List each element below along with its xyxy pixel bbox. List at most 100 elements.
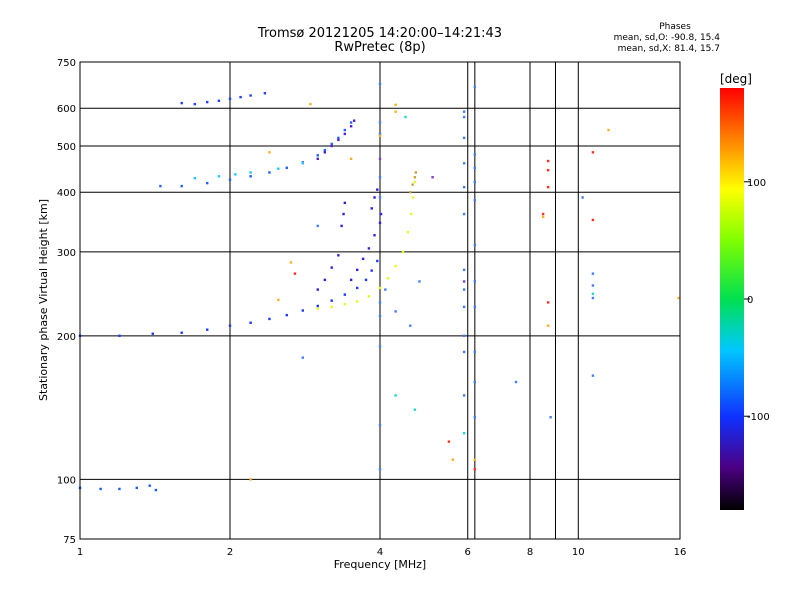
data-point xyxy=(514,380,518,384)
data-point xyxy=(249,94,252,97)
data-point xyxy=(323,278,327,282)
data-point xyxy=(541,215,545,219)
data-point xyxy=(268,317,271,321)
data-point xyxy=(394,103,397,107)
data-point xyxy=(379,212,383,216)
y-tick-label: 75 xyxy=(63,535,76,546)
plot-frame xyxy=(79,61,681,540)
data-point xyxy=(546,185,550,189)
data-point xyxy=(411,183,414,186)
y-tick-label: 100 xyxy=(57,475,76,486)
data-point xyxy=(355,286,359,290)
data-point xyxy=(378,196,382,199)
data-point xyxy=(591,292,595,295)
data-point xyxy=(462,280,466,283)
data-point xyxy=(473,416,477,419)
data-point xyxy=(473,198,477,202)
data-point xyxy=(546,301,550,304)
x-tick-label: 16 xyxy=(674,547,687,558)
y-tick-label: 300 xyxy=(57,248,76,259)
data-point xyxy=(239,95,242,99)
data-point xyxy=(409,212,413,216)
data-point xyxy=(234,173,237,176)
data-point xyxy=(591,218,595,222)
data-point xyxy=(462,431,466,435)
data-point xyxy=(473,180,477,184)
data-point xyxy=(473,243,477,247)
data-point xyxy=(447,440,451,443)
data-point xyxy=(361,257,365,261)
data-point xyxy=(151,332,155,335)
data-point xyxy=(546,159,550,163)
data-point xyxy=(378,423,382,427)
data-point xyxy=(462,350,466,354)
data-point xyxy=(193,102,197,106)
phases-heading: Phases xyxy=(659,22,691,32)
grid-lines xyxy=(80,62,680,539)
data-point xyxy=(268,171,271,174)
chart-title: Tromsø 20121205 14:20:00–14:21:43 RwPret… xyxy=(230,27,530,55)
data-point xyxy=(473,458,477,461)
stats-x-mode: mean, sd,X: 81.4, 15.7 xyxy=(617,44,720,54)
data-point xyxy=(355,268,359,272)
data-point xyxy=(205,100,209,104)
data-point xyxy=(277,167,280,170)
data-point xyxy=(378,132,382,136)
data-point xyxy=(228,97,232,100)
data-point xyxy=(285,313,288,317)
data-point xyxy=(591,151,595,154)
data-point xyxy=(337,138,340,142)
data-point xyxy=(404,115,407,119)
data-point xyxy=(205,181,209,185)
data-point xyxy=(462,334,466,338)
data-point xyxy=(418,280,421,283)
colorbar-tick-label: 100 xyxy=(747,178,766,189)
data-point xyxy=(349,121,353,124)
data-point xyxy=(316,157,319,161)
data-point xyxy=(228,324,232,327)
data-point xyxy=(367,295,371,298)
data-point xyxy=(431,176,434,179)
data-point xyxy=(473,85,477,89)
data-point xyxy=(349,125,353,128)
x-axis-label: Frequency [MHz] xyxy=(334,558,426,571)
data-point xyxy=(148,484,151,487)
data-point xyxy=(193,177,197,180)
data-point xyxy=(343,302,347,306)
data-point xyxy=(394,264,397,268)
data-point xyxy=(591,272,595,275)
data-point xyxy=(118,487,121,491)
data-point xyxy=(546,168,550,172)
data-point xyxy=(316,154,319,157)
data-point xyxy=(268,151,271,154)
data-point xyxy=(378,82,382,86)
data-point xyxy=(411,196,415,199)
data-point xyxy=(349,278,353,282)
data-point xyxy=(277,298,280,301)
data-point xyxy=(367,247,371,250)
data-point xyxy=(285,166,288,170)
data-point xyxy=(337,136,340,140)
data-point xyxy=(118,334,121,338)
colorbar xyxy=(720,88,744,510)
colorbar-ticks: 100 0 -100 xyxy=(744,178,770,423)
data-point xyxy=(154,488,158,492)
data-point xyxy=(355,300,359,303)
data-point xyxy=(462,394,466,397)
data-point xyxy=(378,157,382,161)
data-point xyxy=(462,110,466,113)
x-tick-label: 1 xyxy=(77,547,83,558)
data-point xyxy=(462,288,466,291)
data-point xyxy=(394,110,397,113)
colorbar-tick-label: -100 xyxy=(747,412,770,423)
data-point xyxy=(378,221,382,225)
data-point xyxy=(409,191,412,194)
data-point xyxy=(159,184,162,188)
data-point xyxy=(323,151,327,154)
data-point xyxy=(370,207,373,210)
data-point xyxy=(462,185,466,189)
data-point xyxy=(293,272,297,275)
data-point xyxy=(376,188,379,191)
data-point xyxy=(249,478,252,481)
